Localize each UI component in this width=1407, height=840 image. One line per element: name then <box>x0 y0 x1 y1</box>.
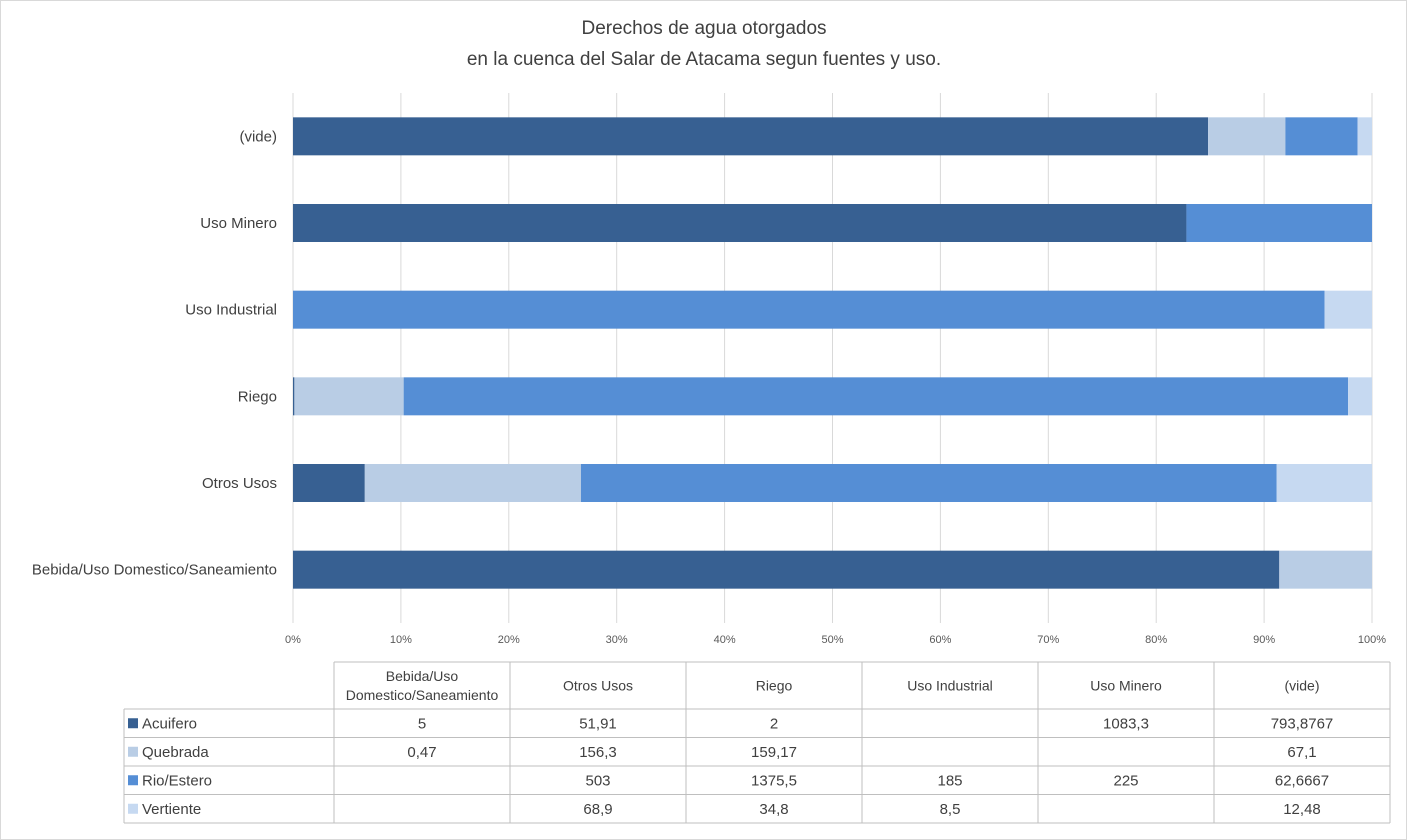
table-cell: 62,6667 <box>1275 772 1329 789</box>
category-label: Uso Industrial <box>185 302 277 319</box>
bar-acuifero-otros-usos <box>293 464 365 502</box>
x-tick-label: 0% <box>285 634 301 646</box>
category-labels: Bebida/Uso Domestico/Saneamiento Otros Us… <box>32 128 277 578</box>
chart-title-line-1: Derechos de agua otorgados <box>581 18 826 39</box>
table-cell: 12,48 <box>1283 801 1321 818</box>
legend-label-vertiente: Vertiente <box>142 801 201 818</box>
legend-key-quebrada <box>128 746 138 757</box>
table-header-uso-industrial: Uso Industrial <box>907 678 993 694</box>
table-cell: 67,1 <box>1287 744 1316 761</box>
bar-rio-estero-vide <box>1285 117 1358 156</box>
bar-acuifero-riego <box>293 377 295 416</box>
x-tick-label: 40% <box>714 634 736 646</box>
x-tick-label: 90% <box>1253 634 1275 646</box>
table-header-riego: Riego <box>756 678 793 694</box>
table-cell: 51,91 <box>579 715 617 732</box>
bars <box>293 117 1372 589</box>
table-cell: 156,3 <box>579 744 617 761</box>
x-tick-label: 30% <box>606 634 628 646</box>
bar-acuifero-uso-minero <box>293 204 1187 242</box>
data-table: Bebida/Uso Domestico/Saneamiento Otros Uso… <box>123 661 1391 824</box>
table-cell: 1375,5 <box>751 772 797 789</box>
bar-vertiente-otros-usos <box>1276 464 1372 502</box>
bar-acuifero-vide <box>293 117 1209 156</box>
legend-label-quebrada: Quebrada <box>142 744 209 761</box>
table-header-bebida-uso-domestico-saneamiento: Domestico/Saneamiento <box>346 687 499 703</box>
chart-title: Derechos de agua otorgados en la cuenca … <box>467 18 941 70</box>
table-cell: 68,9 <box>583 801 612 818</box>
category-label: Otros Usos <box>202 475 277 492</box>
chart-title-line-2: en la cuenca del Salar de Atacama segun … <box>467 49 941 70</box>
x-tick-label: 80% <box>1145 634 1167 646</box>
bar-vertiente-riego <box>1348 377 1372 416</box>
category-label: (vide) <box>239 128 277 145</box>
legend-label-rio-estero: Rio/Estero <box>142 772 212 789</box>
bar-rio-estero-riego <box>403 377 1349 416</box>
legend-label-acuifero: Acuifero <box>142 715 197 732</box>
gridlines <box>292 93 1373 623</box>
bar-quebrada-otros-usos <box>364 464 581 502</box>
table-header-otros-usos: Otros Usos <box>563 678 633 694</box>
table-header-bebida-uso-domestico-saneamiento: Bebida/Uso <box>386 668 459 684</box>
bar-quebrada-bebida-uso-domestico-saneamiento <box>1279 550 1372 589</box>
bar-quebrada-riego <box>294 377 404 416</box>
category-label: Uso Minero <box>200 215 277 232</box>
legend-key-acuifero <box>128 718 138 729</box>
x-tick-label: 60% <box>929 634 951 646</box>
table-cell: 185 <box>937 772 962 789</box>
table-cell: 8,5 <box>940 801 961 818</box>
bar-vertiente-uso-industrial <box>1324 290 1372 329</box>
category-label: Bebida/Uso Domestico/Saneamiento <box>32 562 277 579</box>
bar-rio-estero-uso-industrial <box>293 290 1325 329</box>
table-cell: 34,8 <box>759 801 788 818</box>
table-header-uso-minero: Uso Minero <box>1090 678 1162 694</box>
table-cell: 793,8767 <box>1271 715 1334 732</box>
x-tick-labels: 0% 10% 20% 30% 40% 50% 60% 70% 80% 90% 100% <box>285 634 1386 646</box>
legend-key-rio-estero <box>128 775 138 786</box>
legend-key-vertiente <box>128 803 138 814</box>
bar-rio-estero-otros-usos <box>580 464 1277 502</box>
table-cell: 5 <box>418 715 426 732</box>
table-cell: 1083,3 <box>1103 715 1149 732</box>
table-cell: 0,47 <box>407 744 436 761</box>
table-cell: 159,17 <box>751 744 797 761</box>
table-cell: 225 <box>1113 772 1138 789</box>
category-label: Riego <box>238 388 277 405</box>
x-tick-label: 70% <box>1037 634 1059 646</box>
bar-vertiente-vide <box>1357 117 1372 156</box>
table-cell: 2 <box>770 715 778 732</box>
bar-rio-estero-uso-minero <box>1186 204 1372 242</box>
x-tick-label: 20% <box>498 634 520 646</box>
x-tick-label: 10% <box>390 634 412 646</box>
bar-quebrada-vide <box>1208 117 1286 156</box>
x-tick-label: 50% <box>821 634 843 646</box>
bar-acuifero-bebida-uso-domestico-saneamiento <box>293 550 1280 589</box>
table-header-vide: (vide) <box>1284 678 1319 694</box>
table-cell: 503 <box>585 772 610 789</box>
x-tick-label: 100% <box>1358 634 1386 646</box>
